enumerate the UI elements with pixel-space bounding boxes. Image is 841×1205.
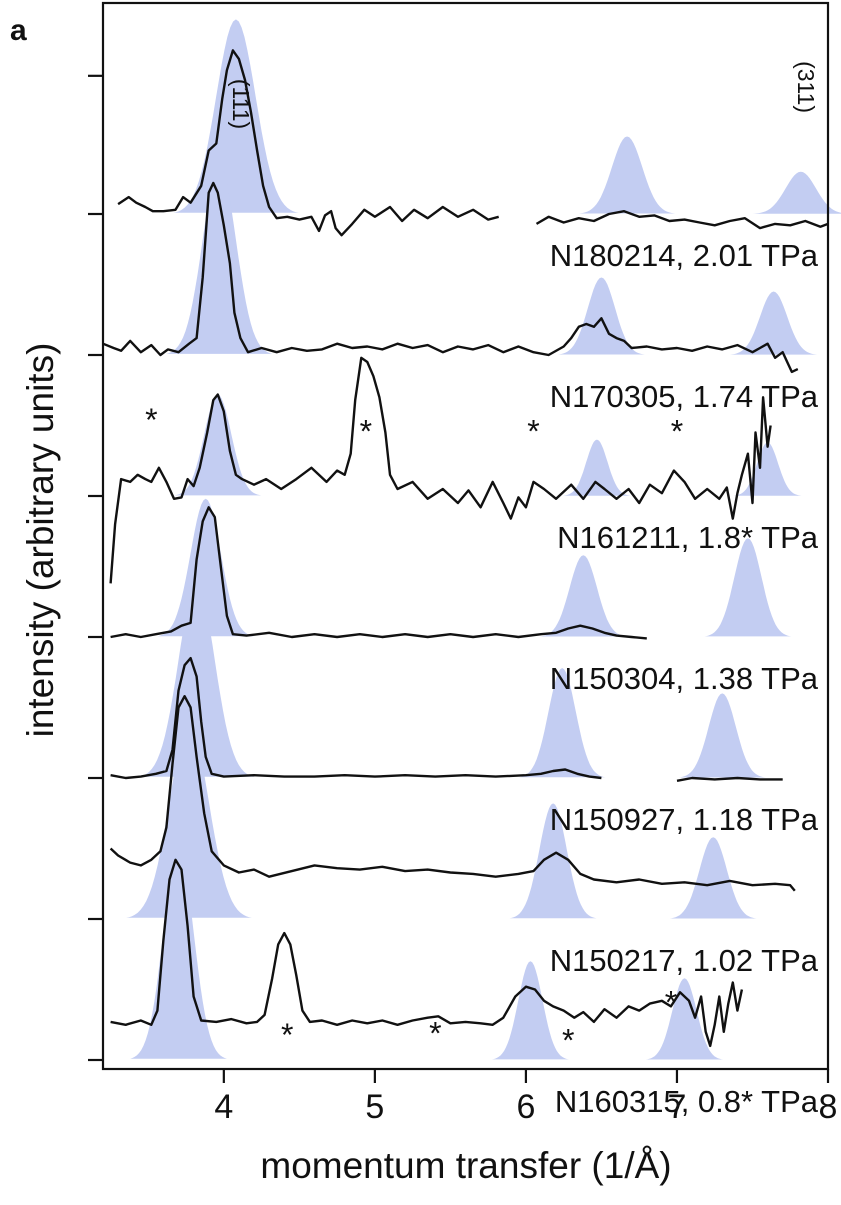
trace-labels-layer: N180214, 2.01 TPa N170305, 1.74 TPa N16121… bbox=[550, 238, 819, 1119]
asterisk-marker: * bbox=[360, 413, 372, 449]
series-label-n160315: N160315, 0.8* TPa bbox=[555, 1084, 819, 1119]
reference-peak-n170305-1 bbox=[557, 277, 645, 355]
asterisk-marker: * bbox=[429, 1015, 441, 1051]
series-label-n180214: N180214, 2.01 TPa bbox=[550, 238, 819, 273]
series-label-n150304: N150304, 1.38 TPa bbox=[550, 661, 819, 696]
asterisk-marker: * bbox=[671, 413, 683, 449]
trace-n150927-0 bbox=[110, 656, 602, 780]
reference-peak-n150217-1 bbox=[509, 803, 597, 919]
reference-peak-n170305-2 bbox=[730, 291, 818, 355]
reference-peak-n180214-1 bbox=[578, 136, 676, 214]
reference-peak-n170305-0 bbox=[166, 164, 273, 354]
reference-peak-n150217-0 bbox=[126, 724, 252, 918]
trace-n150927-1 bbox=[676, 776, 783, 782]
data-traces-layer bbox=[102, 49, 829, 1048]
x-axis-label: momentum transfer (1/Å) bbox=[260, 1145, 671, 1186]
reference-peak-n150927-2 bbox=[678, 693, 766, 778]
reference-peak-n161211-1 bbox=[563, 439, 631, 496]
reference-peak-n160315-0 bbox=[130, 848, 227, 1059]
x-tick-label: 5 bbox=[365, 1088, 384, 1126]
series-label-n170305: N170305, 1.74 TPa bbox=[550, 379, 819, 414]
reference-peak-n150217-2 bbox=[669, 837, 757, 919]
trace-n160315-0 bbox=[110, 858, 744, 1048]
reference-peak-n160315-1 bbox=[491, 961, 570, 1060]
reference-peak-n180214-2 bbox=[752, 171, 841, 214]
asterisk-marker: * bbox=[145, 402, 157, 438]
y-axis-label: intensity (arbitrary units) bbox=[20, 343, 61, 738]
reflection-label: (311) bbox=[793, 61, 819, 113]
series-label-n161211: N161211, 1.8* TPa bbox=[557, 520, 819, 555]
series-label-n150217: N150217, 1.02 TPa bbox=[550, 943, 819, 978]
trace-n170305-0 bbox=[102, 181, 799, 374]
reference-peak-n161211-0 bbox=[174, 394, 262, 496]
reference-peak-n160315-2 bbox=[645, 978, 724, 1060]
reference-peak-n150304-2 bbox=[704, 538, 792, 637]
reference-peak-n150927-1 bbox=[518, 668, 606, 778]
reference-peak-n150304-1 bbox=[539, 555, 627, 637]
x-tick-label: 4 bbox=[214, 1088, 233, 1126]
series-label-n150927: N150927, 1.18 TPa bbox=[550, 802, 819, 837]
trace-n161211-0 bbox=[109, 356, 772, 584]
asterisk-marker: * bbox=[562, 1023, 574, 1059]
y-ticks-layer bbox=[88, 74, 103, 1062]
x-tick-label: 7 bbox=[667, 1088, 686, 1126]
trace-n150217-0 bbox=[109, 695, 796, 892]
x-ticks-layer: 4 5 6 7 8 bbox=[214, 1069, 837, 1126]
annotations-layer: (111)(200)(311)******** bbox=[145, 61, 819, 1059]
asterisk-marker: * bbox=[527, 413, 539, 449]
x-tick-label: 6 bbox=[516, 1088, 535, 1126]
reference-peaks-layer bbox=[126, 19, 841, 1060]
trace-n180214-1 bbox=[535, 209, 829, 230]
plot-frame bbox=[101, 1, 830, 1071]
reference-peak-n150304-0 bbox=[157, 498, 254, 637]
reflection-label: (111) bbox=[228, 79, 254, 129]
asterisk-marker: * bbox=[281, 1017, 293, 1053]
x-tick-label: 8 bbox=[819, 1088, 838, 1126]
panel-label: a bbox=[10, 14, 27, 47]
trace-n180214-0 bbox=[117, 49, 500, 237]
trace-n150304-0 bbox=[110, 506, 647, 640]
asterisk-marker: * bbox=[665, 984, 677, 1020]
